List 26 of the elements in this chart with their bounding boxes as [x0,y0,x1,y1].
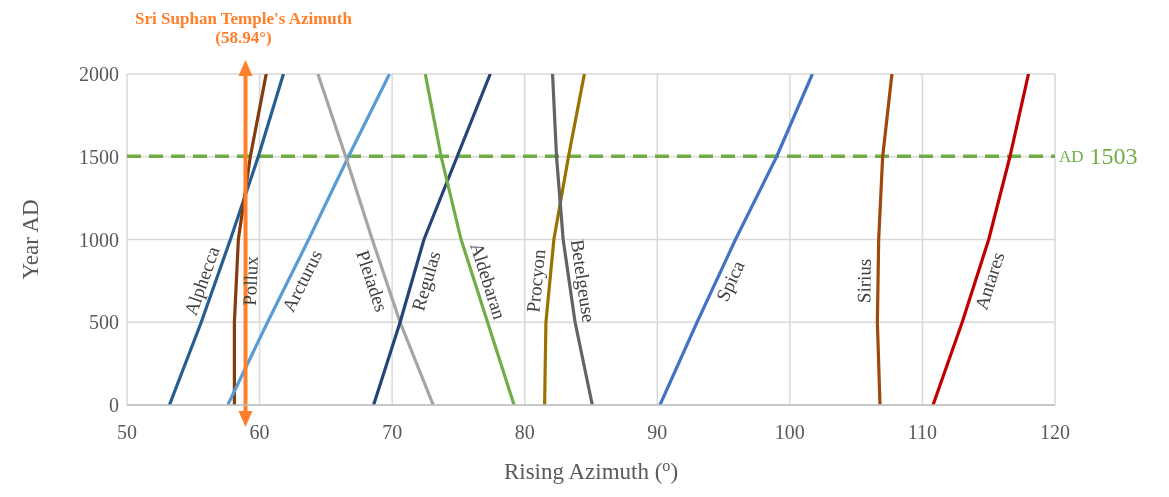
x-tick-label: 70 [382,421,403,444]
x-tick-label: 120 [1040,421,1070,444]
text: Spica [711,256,749,305]
x-axis-title: Rising Azimuth ($^{o}$) [503,456,679,484]
x-tick-label: 90 [647,421,668,444]
y-tick-label: 500 [89,311,119,334]
y-tick-label: 2000 [79,63,119,86]
x-tick-label: 110 [907,421,938,444]
y-tick-label: 1000 [79,228,119,251]
text: Aldebaran [466,239,511,323]
text: Procyon [522,247,550,314]
text: Antares [970,249,1009,313]
y-tick-label: 0 [109,394,119,417]
y-tick-label: 1500 [79,145,119,168]
text: Sirius [853,258,875,304]
x-tick-label: 60 [249,421,270,444]
ref-line-label: Sri Suphan Temple's Azimuth (58.94°) [135,9,353,47]
text: Pleiades [352,247,393,315]
text: Pollux [238,255,263,307]
x-tick-label: 50 [117,421,137,444]
x-tick-label: 80 [514,421,535,444]
x-tick-label: 100 [774,421,805,444]
text: Regulas [407,248,445,314]
text: Betelgeuse [566,238,600,324]
ref-line-label: AD 1503 [1059,143,1138,170]
y-axis-title: Year AD [17,199,43,280]
